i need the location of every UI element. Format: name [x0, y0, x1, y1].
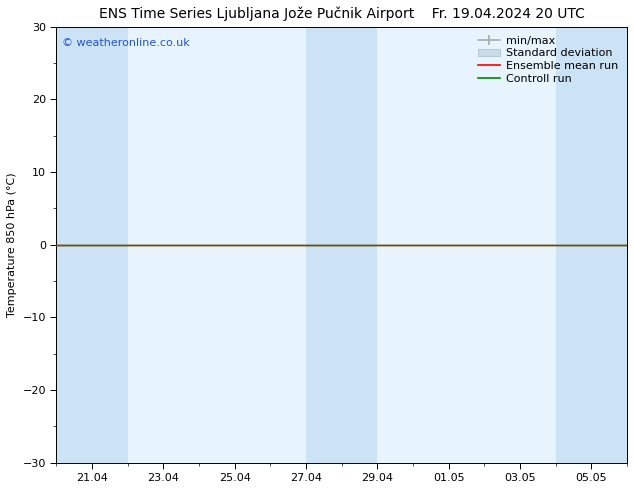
- Bar: [556, 27, 627, 463]
- Y-axis label: Temperature 850 hPa (°C): Temperature 850 hPa (°C): [7, 172, 17, 317]
- Legend: min/max, Standard deviation, Ensemble mean run, Controll run: min/max, Standard deviation, Ensemble me…: [475, 32, 621, 87]
- Title: ENS Time Series Ljubljana Jože Pučnik Airport    Fr. 19.04.2024 20 UTC: ENS Time Series Ljubljana Jože Pučnik Ai…: [99, 7, 585, 22]
- Text: © weatheronline.co.uk: © weatheronline.co.uk: [62, 38, 190, 48]
- Bar: [306, 27, 377, 463]
- Bar: [56, 27, 127, 463]
